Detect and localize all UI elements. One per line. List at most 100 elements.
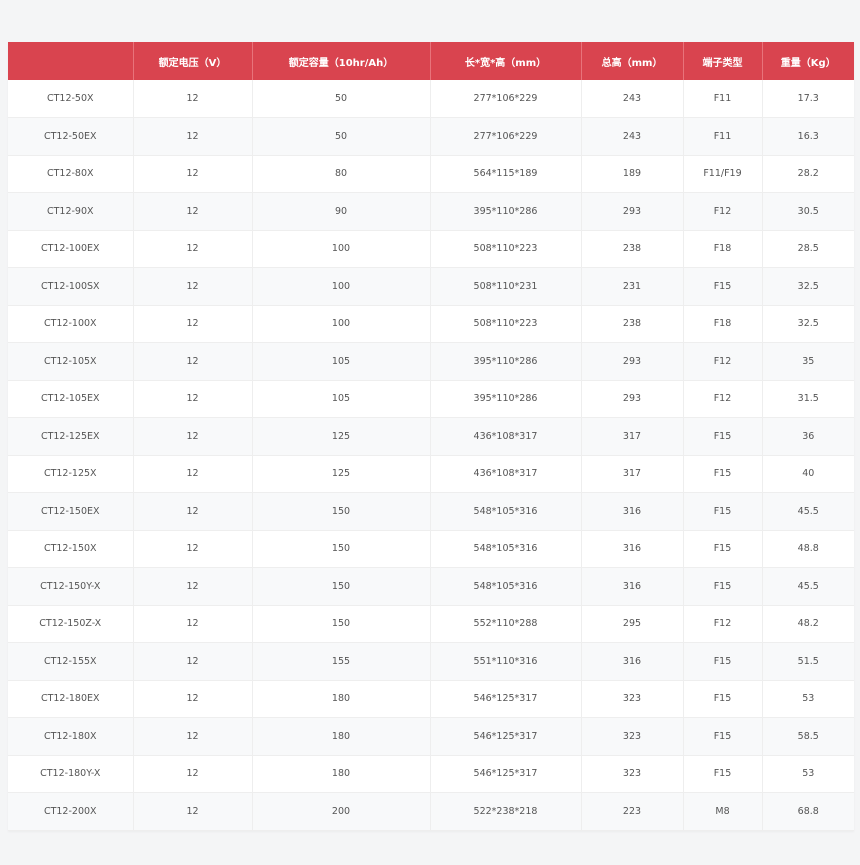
cell-capacity: 125	[252, 417, 431, 456]
cell-dimensions: 395*110*286	[430, 380, 582, 418]
cell-dimensions: 277*106*229	[430, 117, 582, 156]
cell-capacity: 150	[252, 492, 431, 531]
table-row: CT12-180X 12 180 546*125*317 323 F15 58.5	[8, 717, 854, 756]
cell-voltage: 12	[133, 642, 253, 681]
table-row: CT12-180EX 12 180 546*125*317 323 F15 53	[8, 680, 854, 718]
header-model	[8, 42, 134, 80]
cell-capacity: 180	[252, 717, 431, 756]
cell-dimensions: 508*110*223	[430, 305, 582, 343]
cell-model: CT12-150Y-X	[8, 567, 134, 606]
cell-weight: 53	[762, 680, 854, 718]
table-header-row: 额定电压（V） 额定容量（10hr/Ah） 长*宽*高（mm） 总高（mm） 端…	[8, 42, 854, 80]
cell-capacity: 90	[252, 192, 431, 231]
cell-dimensions: 564*115*189	[430, 155, 582, 193]
cell-dimensions: 546*125*317	[430, 755, 582, 793]
table-row: CT12-150X 12 150 548*105*316 316 F15 48.8	[8, 530, 854, 568]
cell-dimensions: 548*105*316	[430, 567, 582, 606]
table-row: CT12-125X 12 125 436*108*317 317 F15 40	[8, 455, 854, 493]
cell-capacity: 50	[252, 117, 431, 156]
cell-dimensions: 277*106*229	[430, 80, 582, 118]
header-weight: 重量（Kg）	[762, 42, 854, 80]
cell-dimensions: 508*110*223	[430, 230, 582, 268]
table-row: CT12-100SX 12 100 508*110*231 231 F15 32.5	[8, 267, 854, 306]
table-row: CT12-100EX 12 100 508*110*223 238 F18 28.5	[8, 230, 854, 268]
cell-capacity: 150	[252, 530, 431, 568]
cell-terminal: F12	[683, 342, 763, 381]
cell-dimensions: 546*125*317	[430, 680, 582, 718]
cell-weight: 68.8	[762, 792, 854, 831]
cell-terminal: F12	[683, 380, 763, 418]
cell-model: CT12-105EX	[8, 380, 134, 418]
header-total-height: 总高（mm）	[581, 42, 684, 80]
cell-capacity: 50	[252, 80, 431, 118]
cell-model: CT12-180EX	[8, 680, 134, 718]
table-row: CT12-80X 12 80 564*115*189 189 F11/F19 28.2	[8, 155, 854, 193]
cell-terminal: F15	[683, 530, 763, 568]
cell-dimensions: 546*125*317	[430, 717, 582, 756]
table-row: CT12-50EX 12 50 277*106*229 243 F11 16.3	[8, 117, 854, 156]
cell-voltage: 12	[133, 117, 253, 156]
cell-weight: 51.5	[762, 642, 854, 681]
cell-weight: 53	[762, 755, 854, 793]
cell-dimensions: 395*110*286	[430, 192, 582, 231]
table-row: CT12-105X 12 105 395*110*286 293 F12 35	[8, 342, 854, 381]
cell-voltage: 12	[133, 492, 253, 531]
cell-voltage: 12	[133, 305, 253, 343]
header-dimensions: 长*宽*高（mm）	[430, 42, 582, 80]
cell-total-height: 316	[581, 567, 684, 606]
cell-terminal: F15	[683, 755, 763, 793]
cell-weight: 32.5	[762, 305, 854, 343]
table-row: CT12-100X 12 100 508*110*223 238 F18 32.5	[8, 305, 854, 343]
spec-table-container: 额定电压（V） 额定容量（10hr/Ah） 长*宽*高（mm） 总高（mm） 端…	[8, 42, 854, 831]
cell-dimensions: 548*105*316	[430, 530, 582, 568]
cell-terminal: F15	[683, 717, 763, 756]
cell-total-height: 295	[581, 605, 684, 643]
cell-voltage: 12	[133, 192, 253, 231]
cell-capacity: 80	[252, 155, 431, 193]
cell-capacity: 105	[252, 342, 431, 381]
cell-model: CT12-100X	[8, 305, 134, 343]
cell-total-height: 293	[581, 342, 684, 381]
table-row: CT12-150EX 12 150 548*105*316 316 F15 45.5	[8, 492, 854, 531]
header-rated-voltage: 额定电压（V）	[133, 42, 253, 80]
cell-model: CT12-180Y-X	[8, 755, 134, 793]
cell-total-height: 223	[581, 792, 684, 831]
table-row: CT12-90X 12 90 395*110*286 293 F12 30.5	[8, 192, 854, 231]
cell-capacity: 100	[252, 230, 431, 268]
cell-dimensions: 436*108*317	[430, 455, 582, 493]
cell-capacity: 100	[252, 267, 431, 306]
cell-capacity: 180	[252, 755, 431, 793]
cell-total-height: 316	[581, 530, 684, 568]
cell-voltage: 12	[133, 717, 253, 756]
cell-capacity: 125	[252, 455, 431, 493]
table-row: CT12-50X 12 50 277*106*229 243 F11 17.3	[8, 80, 854, 118]
cell-model: CT12-50X	[8, 80, 134, 118]
cell-voltage: 12	[133, 792, 253, 831]
cell-weight: 16.3	[762, 117, 854, 156]
cell-model: CT12-100SX	[8, 267, 134, 306]
cell-total-height: 189	[581, 155, 684, 193]
cell-model: CT12-105X	[8, 342, 134, 381]
cell-weight: 58.5	[762, 717, 854, 756]
table-row: CT12-200X 12 200 522*238*218 223 M8 68.8	[8, 792, 854, 831]
cell-model: CT12-150EX	[8, 492, 134, 531]
cell-terminal: F11	[683, 117, 763, 156]
cell-total-height: 316	[581, 642, 684, 681]
cell-model: CT12-155X	[8, 642, 134, 681]
cell-model: CT12-90X	[8, 192, 134, 231]
cell-total-height: 316	[581, 492, 684, 531]
cell-weight: 45.5	[762, 492, 854, 531]
cell-total-height: 323	[581, 755, 684, 793]
table-row: CT12-155X 12 155 551*110*316 316 F15 51.5	[8, 642, 854, 681]
cell-voltage: 12	[133, 80, 253, 118]
cell-voltage: 12	[133, 755, 253, 793]
table-row: CT12-180Y-X 12 180 546*125*317 323 F15 53	[8, 755, 854, 793]
cell-total-height: 238	[581, 305, 684, 343]
cell-terminal: F15	[683, 567, 763, 606]
cell-voltage: 12	[133, 567, 253, 606]
cell-dimensions: 551*110*316	[430, 642, 582, 681]
header-rated-capacity: 额定容量（10hr/Ah）	[252, 42, 431, 80]
cell-total-height: 323	[581, 717, 684, 756]
cell-terminal: F15	[683, 680, 763, 718]
cell-voltage: 12	[133, 530, 253, 568]
